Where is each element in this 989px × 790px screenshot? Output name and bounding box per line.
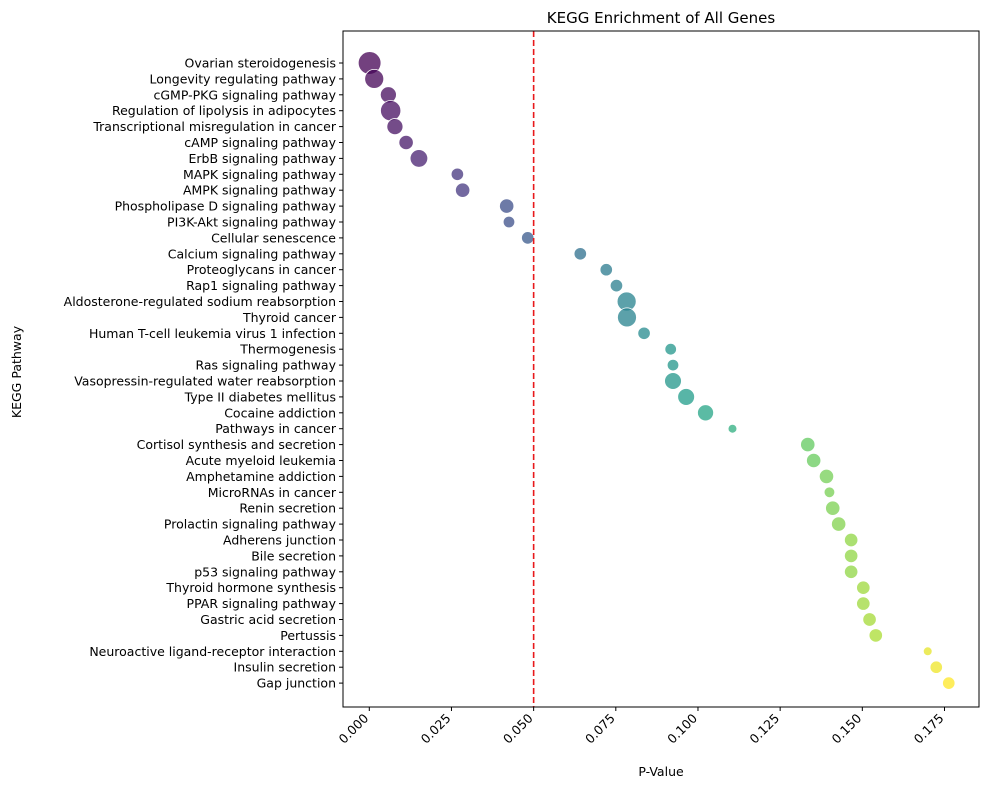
scatter-points xyxy=(357,31,956,707)
scatter-point xyxy=(677,388,695,406)
y-tick-label: Pertussis xyxy=(280,628,336,643)
y-tick-label: Acute myeloid leukemia xyxy=(186,453,336,468)
y-tick-label: Gastric acid secretion xyxy=(200,612,336,627)
y-tick-label: Human T-cell leukemia virus 1 infection xyxy=(89,326,336,341)
scatter-point xyxy=(844,564,859,579)
scatter-point xyxy=(922,646,933,657)
scatter-point xyxy=(818,468,835,484)
chart-title: KEGG Enrichment of All Genes xyxy=(547,9,776,27)
y-tick-label: Cellular senescence xyxy=(211,230,336,245)
scatter-point xyxy=(831,516,847,532)
scatter-point xyxy=(599,263,613,277)
scatter-point xyxy=(499,198,515,214)
scatter-point xyxy=(450,167,465,181)
scatter-point xyxy=(929,660,943,674)
y-tick-label: Regulation of lipolysis in adipocytes xyxy=(112,103,336,118)
scatter-point xyxy=(856,580,871,595)
x-tick-label: 0.150 xyxy=(829,710,865,746)
y-tick-label: PI3K-Akt signaling pathway xyxy=(167,215,337,230)
y-tick-label: Thermogenesis xyxy=(239,342,336,357)
y-tick-label: Adherens junction xyxy=(223,533,336,548)
x-axis: 0.000 0.025 0.050 0.075 0.100 0.125 0.150 0.175 xyxy=(335,707,947,747)
y-tick-label: Ovarian steroidogenesis xyxy=(185,56,336,71)
y-tick-label: Neuroactive ligand-receptor interaction xyxy=(89,644,336,659)
scatter-point xyxy=(617,307,637,328)
y-tick-label: Type II diabetes mellitus xyxy=(184,389,336,404)
scatter-point xyxy=(825,500,841,516)
plot-frame xyxy=(342,30,980,708)
y-tick-label: Longevity regulating pathway xyxy=(149,71,336,86)
scatter-point xyxy=(502,215,516,229)
y-tick-label: Aldosterone-regulated sodium reabsorptio… xyxy=(64,294,336,309)
scatter-point xyxy=(844,532,859,548)
scatter-point xyxy=(823,486,836,499)
scatter-point xyxy=(697,404,714,422)
x-tick-label: 0.125 xyxy=(746,711,782,747)
scatter-point xyxy=(727,423,738,434)
scatter-point xyxy=(386,118,404,136)
y-tick-label: Insulin secretion xyxy=(234,660,336,675)
y-tick-label: Thyroid hormone synthesis xyxy=(165,580,336,595)
y-tick-label: Renin secretion xyxy=(239,501,336,516)
scatter-point xyxy=(521,231,535,245)
y-tick-label: Vasopressin-regulated water reabsorption xyxy=(74,374,336,389)
y-tick-label: Bile secretion xyxy=(251,548,336,563)
x-tick-label: 0.175 xyxy=(911,711,947,747)
scatter-point xyxy=(868,628,883,643)
y-tick-label: Calcium signaling pathway xyxy=(168,246,337,261)
x-axis-title: P-Value xyxy=(638,764,684,779)
y-tick-label: Rap1 signaling pathway xyxy=(186,278,337,293)
scatter-point xyxy=(380,100,402,122)
y-tick-label: cGMP-PKG signaling pathway xyxy=(154,87,337,102)
x-tick-label: 0.075 xyxy=(582,711,618,747)
scatter-point xyxy=(806,452,822,469)
y-tick-label: AMPK signaling pathway xyxy=(183,183,337,198)
scatter-point xyxy=(862,612,877,627)
scatter-point xyxy=(664,343,677,356)
scatter-point xyxy=(856,596,871,611)
scatter-point xyxy=(666,358,680,372)
scatter-point xyxy=(364,68,385,89)
y-tick-label: Thyroid cancer xyxy=(242,310,337,325)
y-axis-title: KEGG Pathway xyxy=(9,325,24,418)
y-tick-label: Transcriptional misregulation in cancer xyxy=(92,119,337,134)
scatter-point xyxy=(637,326,651,340)
scatter-point xyxy=(844,548,859,564)
scatter-point xyxy=(664,372,682,390)
y-tick-label: Gap junction xyxy=(257,676,336,691)
y-tick-label: ErbB signaling pathway xyxy=(189,151,337,166)
y-tick-label: PPAR signaling pathway xyxy=(187,596,337,611)
x-tick-label: 0.025 xyxy=(418,711,454,747)
y-tick-label: Ras signaling pathway xyxy=(195,358,336,373)
x-tick-label: 0.000 xyxy=(335,710,371,746)
x-tick-label: 0.050 xyxy=(500,710,536,746)
y-tick-label: Prolactin signaling pathway xyxy=(164,517,337,532)
y-tick-label: MicroRNAs in cancer xyxy=(208,485,337,500)
x-tick-label: 0.100 xyxy=(664,710,700,746)
scatter-point xyxy=(942,676,956,690)
scatter-point xyxy=(800,436,816,453)
y-tick-label: Pathways in cancer xyxy=(215,421,337,436)
scatter-point xyxy=(409,149,429,168)
y-tick-label: cAMP signaling pathway xyxy=(184,135,336,150)
y-tick-label: Cocaine addiction xyxy=(224,405,336,420)
scatter-point xyxy=(455,182,471,198)
scatter-point xyxy=(398,134,414,151)
y-tick-label: MAPK signaling pathway xyxy=(183,167,337,182)
scatter-point xyxy=(573,247,587,261)
y-tick-label: Proteoglycans in cancer xyxy=(187,262,337,277)
scatter-point xyxy=(609,278,624,293)
y-tick-label: Cortisol synthesis and secretion xyxy=(137,437,336,452)
y-tick-label: p53 signaling pathway xyxy=(194,564,336,579)
y-tick-label: Amphetamine addiction xyxy=(186,469,336,484)
y-tick-label: Phospholipase D signaling pathway xyxy=(115,199,337,214)
